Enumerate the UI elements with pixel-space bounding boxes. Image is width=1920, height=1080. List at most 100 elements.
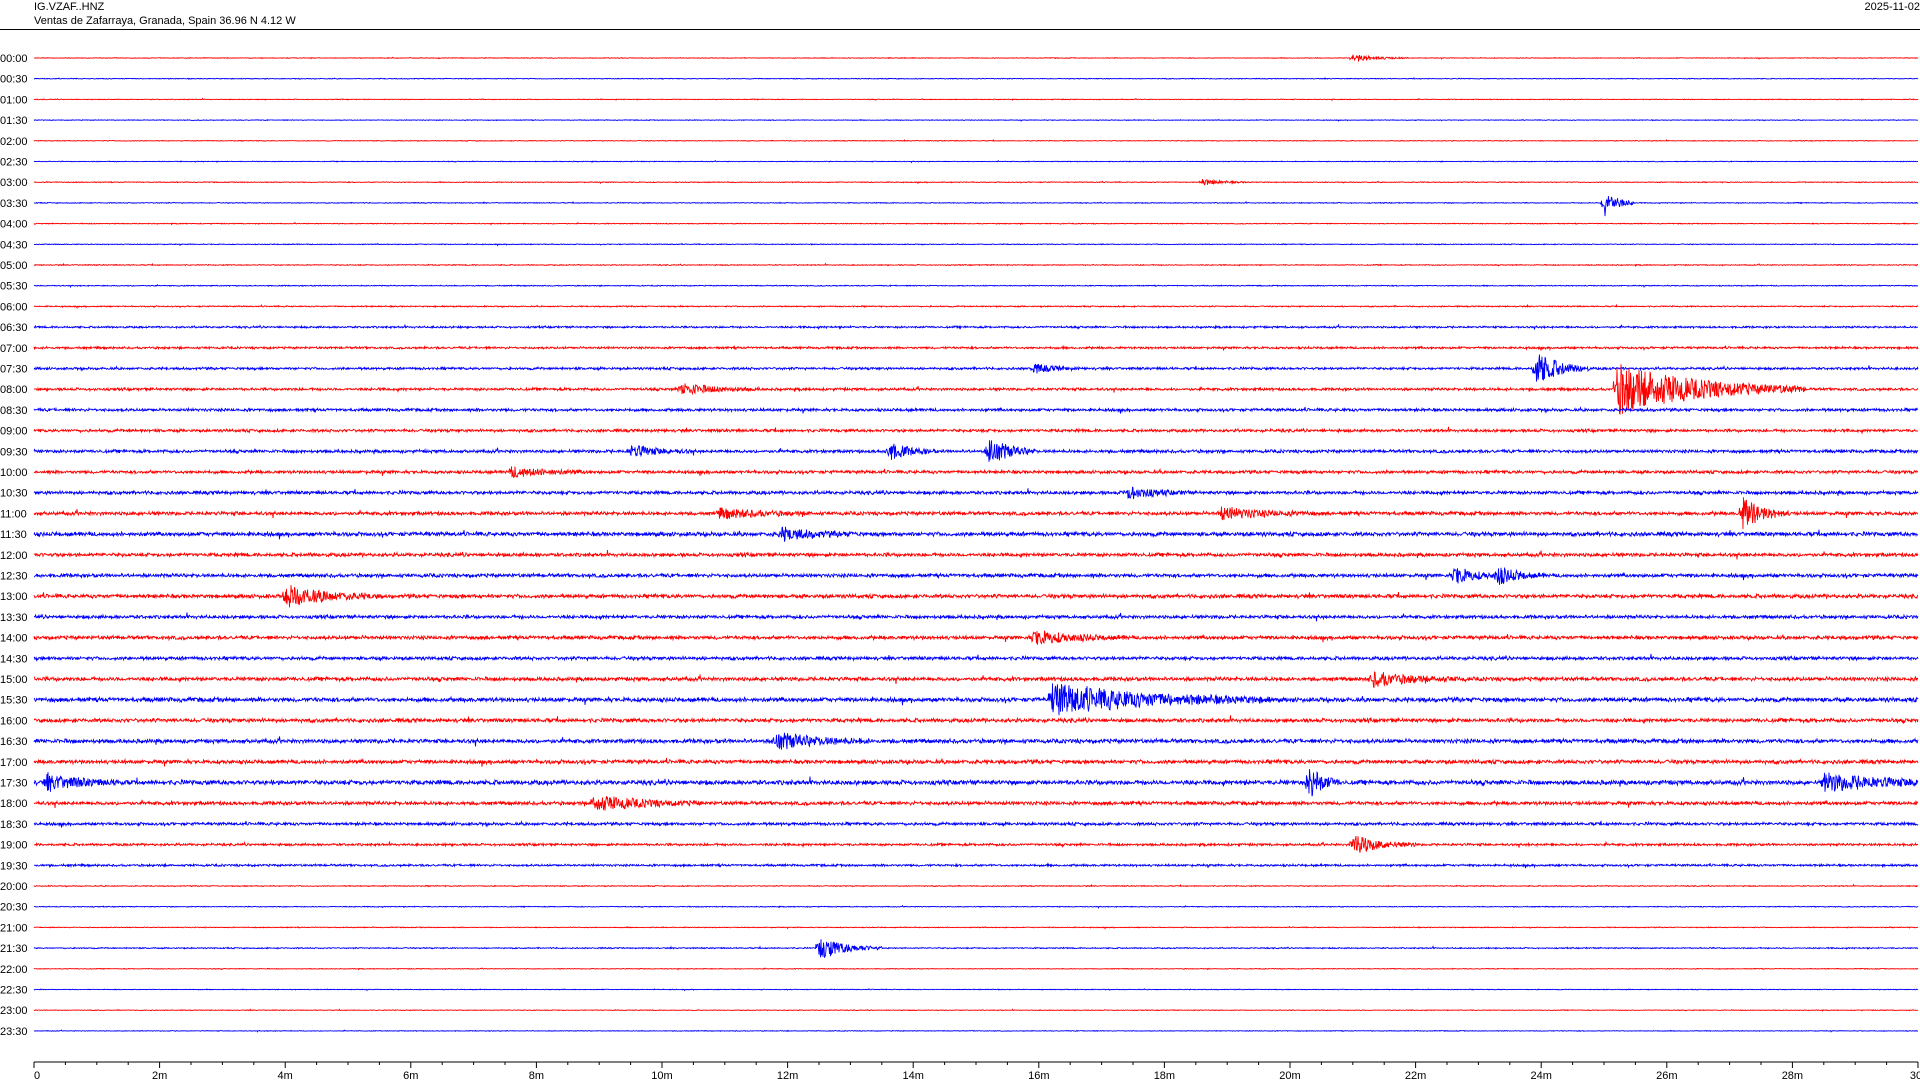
row-label: 20:30 xyxy=(0,902,28,914)
trace-0330 xyxy=(33,196,1919,217)
trace-0700 xyxy=(33,344,1919,352)
row-label: 13:00 xyxy=(0,591,28,603)
row-label: 00:30 xyxy=(0,74,28,86)
trace-2200 xyxy=(33,967,1919,971)
row-label: 04:00 xyxy=(0,219,28,231)
row-label: 06:30 xyxy=(0,322,28,334)
row-label: 11:30 xyxy=(0,529,27,541)
row-label: 15:30 xyxy=(0,695,28,707)
row-label: 03:30 xyxy=(0,198,28,210)
x-tick-label: 28m xyxy=(1782,1070,1803,1080)
row-label: 05:30 xyxy=(0,281,28,293)
trace-0400 xyxy=(33,221,1919,226)
trace-1200 xyxy=(33,550,1919,560)
row-label: 14:30 xyxy=(0,653,28,665)
row-label: 12:00 xyxy=(0,550,28,562)
x-tick-label: 8m xyxy=(529,1070,544,1080)
row-label: 02:30 xyxy=(0,157,28,169)
row-label: 01:00 xyxy=(0,94,28,106)
row-label: 16:30 xyxy=(0,736,28,748)
x-axis: 0 2m 4m 6m 8m 10m 12m 14m 16m 18m 20m 22m 24m 26m 28m 3… xyxy=(33,1061,1920,1080)
trace-0100 xyxy=(33,97,1919,102)
trace-2330 xyxy=(33,1029,1919,1033)
station-location: Ventas de Zafarraya, Granada, Spain 36.9… xyxy=(34,15,296,27)
row-label: 20:00 xyxy=(0,881,28,893)
row-label: 02:00 xyxy=(0,136,28,148)
trace-0500 xyxy=(33,262,1918,267)
x-tick-label: 10m xyxy=(651,1070,672,1080)
trace-2130 xyxy=(33,939,1919,958)
row-label: 09:00 xyxy=(0,426,28,438)
trace-1300 xyxy=(33,585,1919,608)
x-tick-label: 18m xyxy=(1154,1070,1175,1080)
trace-0030 xyxy=(33,76,1919,80)
date-label: 2025-11-02 xyxy=(1864,1,1920,13)
trace-1630 xyxy=(33,732,1919,750)
trace-1700 xyxy=(33,757,1919,767)
row-label: 21:30 xyxy=(0,943,28,955)
trace-1530 xyxy=(33,683,1919,716)
trace-1030 xyxy=(33,486,1919,500)
trace-2030 xyxy=(33,904,1919,909)
trace-2000 xyxy=(33,883,1918,888)
row-label: 08:00 xyxy=(0,384,28,396)
row-label: 09:30 xyxy=(0,446,28,458)
row-label: 07:30 xyxy=(0,364,28,376)
trace-1600 xyxy=(33,715,1919,725)
trace-group xyxy=(33,54,1919,1033)
row-label: 00:00 xyxy=(0,53,28,65)
trace-1130 xyxy=(33,526,1919,542)
trace-0200 xyxy=(33,139,1919,142)
x-tick-label: 4m xyxy=(278,1070,293,1080)
row-label: 06:00 xyxy=(0,301,28,313)
trace-0430 xyxy=(34,242,1919,247)
row-label: 04:30 xyxy=(0,239,28,251)
trace-0130 xyxy=(33,118,1918,122)
trace-1800 xyxy=(33,796,1919,811)
row-label: 21:00 xyxy=(0,922,28,934)
row-label: 18:00 xyxy=(0,798,28,810)
row-label: 23:30 xyxy=(0,1026,28,1038)
trace-1500 xyxy=(34,671,1919,689)
x-tick-label: 26m xyxy=(1656,1070,1677,1080)
trace-1000 xyxy=(33,466,1919,479)
row-label: 05:00 xyxy=(0,260,28,272)
x-tick-label: 2m xyxy=(152,1070,167,1080)
x-tick-label: 16m xyxy=(1028,1070,1049,1080)
row-label: 14:00 xyxy=(0,633,28,645)
row-label: 23:00 xyxy=(0,1005,28,1017)
trace-1730 xyxy=(33,769,1919,797)
row-label-group: 00:00 00:30 01:00 01:30 02:00 02:30 03:00 03:30… xyxy=(0,53,28,1038)
x-tick-label: 6m xyxy=(403,1070,418,1080)
trace-0630 xyxy=(33,323,1919,330)
row-label: 19:30 xyxy=(0,860,28,872)
station-header: IG.VZAF..HNZ Ventas de Zafarraya, Granad… xyxy=(34,0,296,28)
trace-1830 xyxy=(33,820,1919,828)
x-tick-label: 24m xyxy=(1530,1070,1551,1080)
row-label: 19:00 xyxy=(0,840,28,852)
trace-0830 xyxy=(33,406,1919,414)
row-label: 10:30 xyxy=(0,488,28,500)
row-label: 10:00 xyxy=(0,467,28,479)
trace-2230 xyxy=(33,988,1919,992)
row-label: 17:30 xyxy=(0,778,28,790)
row-label: 13:30 xyxy=(0,612,28,624)
row-label: 16:00 xyxy=(0,715,28,727)
row-label: 08:30 xyxy=(0,405,28,417)
x-tick-label: 0 xyxy=(34,1070,40,1080)
trace-1100 xyxy=(33,497,1919,530)
trace-2100 xyxy=(33,925,1919,930)
trace-0000 xyxy=(34,54,1919,63)
trace-0730 xyxy=(33,354,1919,382)
trace-0530 xyxy=(33,283,1919,289)
row-label: 17:00 xyxy=(0,757,28,769)
trace-1930 xyxy=(34,862,1919,869)
trace-1430 xyxy=(33,653,1919,662)
row-label: 22:00 xyxy=(0,964,28,976)
x-tick-label: 22m xyxy=(1405,1070,1426,1080)
x-tick-label: 12m xyxy=(777,1070,798,1080)
row-label: 15:00 xyxy=(0,674,28,686)
row-label: 03:00 xyxy=(0,177,28,189)
trace-0930 xyxy=(33,440,1919,462)
